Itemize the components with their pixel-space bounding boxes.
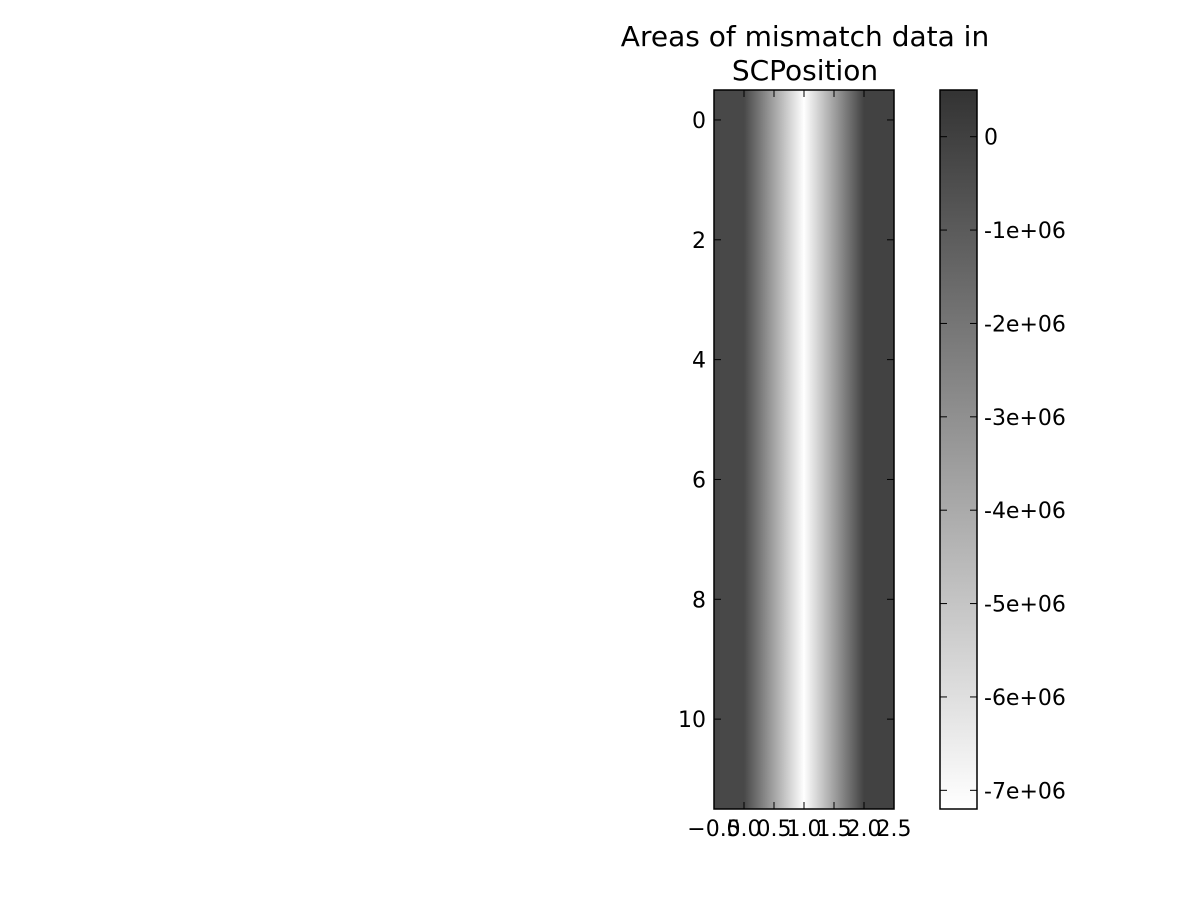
chart-title-line-1: Areas of mismatch data in xyxy=(621,20,989,53)
x-tick-label: 1.5 xyxy=(817,817,852,842)
colorbar: 0 -1e+06 -2e+06 -3e+06 -4e+06 -5e+06 -6e+06 -7e… xyxy=(939,89,1066,810)
y-tick-label: 2 xyxy=(692,229,706,254)
colorbar-ticks: 0 -1e+06 -2e+06 -3e+06 -4e+06 -5e+06 -6e+06 -7e… xyxy=(940,126,1066,804)
y-tick-label: 4 xyxy=(692,349,706,374)
x-tick-label: 2.5 xyxy=(877,817,912,842)
colorbar-tick-label: -5e+06 xyxy=(984,593,1066,618)
heatmap-image xyxy=(714,90,894,809)
y-tick-label: 0 xyxy=(692,109,706,134)
chart-title-line-2: SCPosition xyxy=(732,54,878,87)
y-tick-label: 10 xyxy=(678,708,706,733)
colorbar-tick-label: 0 xyxy=(984,126,998,151)
colorbar-tick-label: -7e+06 xyxy=(984,779,1066,804)
x-tick-label: −0.5 xyxy=(687,817,740,842)
y-axis-ticks: 0 2 4 6 8 10 xyxy=(678,109,894,733)
x-axis-ticks: −0.50.00.51.01.52.02.5 xyxy=(687,90,912,842)
x-tick-label: 0.5 xyxy=(757,817,792,842)
x-tick-label: 2.0 xyxy=(847,817,882,842)
colorbar-frame xyxy=(939,89,978,810)
y-tick-label: 8 xyxy=(692,588,706,613)
colorbar-tick-label: -3e+06 xyxy=(984,406,1066,431)
colorbar-tick-label: -6e+06 xyxy=(984,686,1066,711)
colorbar-tick-label: -2e+06 xyxy=(984,312,1066,337)
colorbar-tick-label: -4e+06 xyxy=(984,499,1066,524)
colorbar-tick-label: -1e+06 xyxy=(984,219,1066,244)
heatmap-plot: −0.50.00.51.01.52.02.5 0 2 4 6 8 10 xyxy=(678,89,912,842)
y-tick-label: 6 xyxy=(692,468,706,493)
colorbar-fill xyxy=(940,90,977,809)
x-tick-label: 0.0 xyxy=(727,817,762,842)
x-tick-label: 1.0 xyxy=(787,817,822,842)
